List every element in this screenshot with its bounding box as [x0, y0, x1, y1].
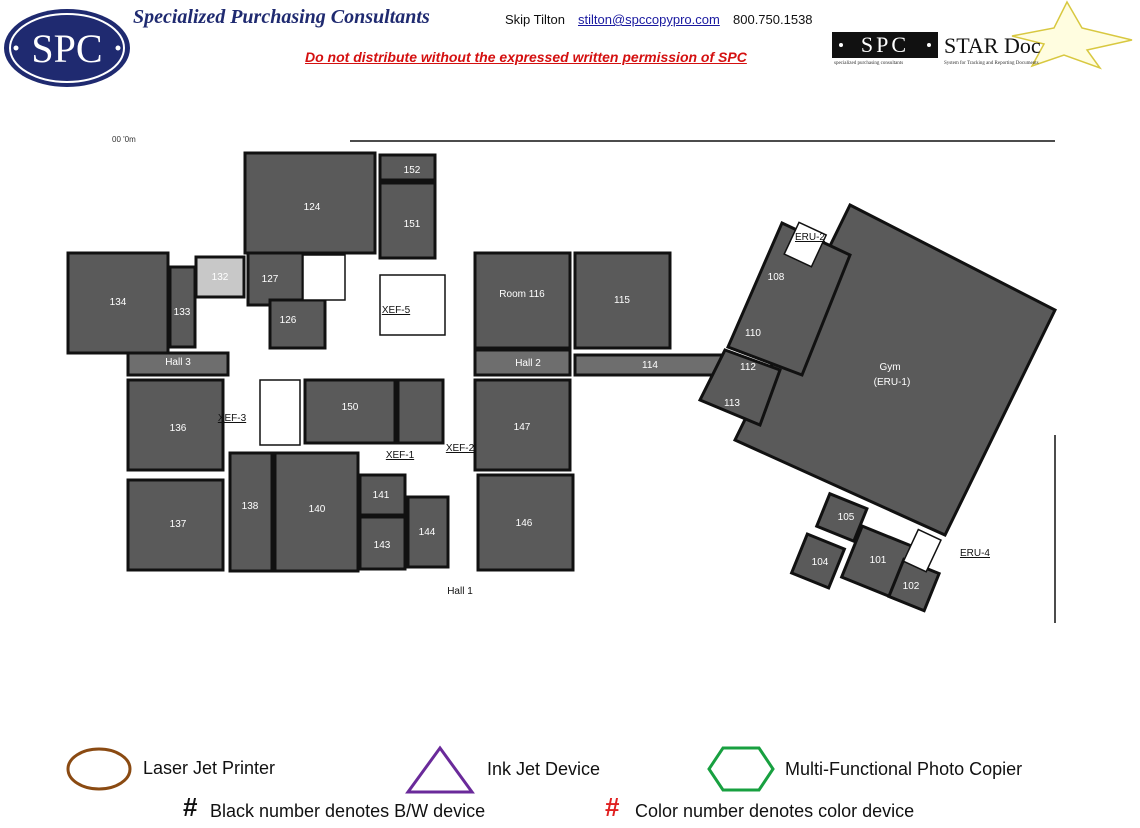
eru-2-label: ERU-2 — [795, 232, 825, 243]
room-151-label: 151 — [404, 219, 421, 230]
room-152-label: 152 — [404, 165, 421, 176]
xef-1-label: XEF-1 — [386, 450, 415, 461]
rooms-112-113-shape — [697, 348, 782, 427]
room-114-label: 114 — [642, 360, 658, 371]
xef-3-label: XEF-3 — [218, 413, 247, 424]
room-137-label: 137 — [170, 519, 187, 530]
laser-jet-legend-icon — [66, 747, 132, 791]
room-147-label: 147 — [514, 422, 531, 433]
star-doc-subtitle-right: System for Tracking and Reporting Docume… — [944, 61, 1039, 66]
room-137-shape — [126, 478, 225, 572]
floor-plan: 00 '0m — [66, 135, 1057, 623]
legend-bw-note: Black number denotes B/W device — [210, 801, 486, 821]
xef-2-label: XEF-2 — [446, 443, 475, 454]
distribution-warning: Do not distribute without the expressed … — [305, 49, 747, 65]
spc-logo: SPC — [4, 9, 130, 87]
room-110-label: 110 — [745, 328, 761, 339]
room-140-shape — [273, 451, 360, 573]
room-126-shape — [268, 298, 327, 350]
star-doc-subtitle-left: specialized purchasing consultants — [834, 61, 903, 66]
room-138-shape — [228, 451, 274, 573]
room-116-shape — [473, 251, 572, 350]
spc-logo-text: SPC — [31, 26, 102, 71]
hall-1-label: Hall 1 — [447, 586, 473, 597]
legend-color-note: Color number denotes color device — [635, 801, 915, 821]
room-labels: 124 152 151 134 133 132 127 126 XEF-5 Ro… — [110, 165, 991, 597]
room-138-label: 138 — [242, 501, 259, 512]
room-126-label: 126 — [280, 315, 297, 326]
room-150-label: 150 — [342, 402, 359, 413]
room-146-label: 146 — [516, 518, 533, 529]
room-105-shape — [814, 491, 869, 544]
eru-4-label: ERU-4 — [960, 548, 990, 559]
room-124-shape — [243, 151, 377, 255]
plan-border-lines — [350, 140, 1056, 623]
room-146-shape — [476, 473, 575, 572]
mfp-legend-icon — [707, 746, 775, 792]
room-143-label: 143 — [374, 540, 391, 551]
room-101-label: 101 — [870, 555, 887, 566]
rooms-108-110-shape — [725, 220, 852, 377]
ink-jet-legend-icon — [405, 745, 475, 794]
room-140-label: 140 — [309, 504, 326, 515]
room-127-label: 127 — [262, 274, 279, 285]
room-115-label: 115 — [614, 295, 630, 306]
room-150b-shape — [396, 378, 445, 445]
room-115-shape — [573, 251, 672, 350]
room-151-shape — [378, 181, 437, 260]
room-132-shape — [194, 255, 246, 299]
room-147-shape — [473, 378, 572, 472]
room-134-shape — [66, 251, 170, 355]
room-116-label: Room 116 — [499, 289, 545, 300]
room-105-label: 105 — [838, 512, 855, 523]
room-112-label: 112 — [740, 362, 756, 373]
room-133-label: 133 — [174, 307, 191, 318]
hall-2-label: Hall 2 — [515, 358, 541, 369]
black-hash-symbol: # — [183, 792, 198, 822]
room-104-label: 104 — [812, 557, 829, 568]
room-102-label: 102 — [903, 581, 920, 592]
white-areas — [259, 221, 942, 573]
room-134-label: 134 — [110, 297, 127, 308]
star-doc-title: STAR Doc — [944, 33, 1041, 58]
room-136-label: 136 — [170, 423, 187, 434]
legend-mfp-label: Multi-Functional Photo Copier — [785, 759, 1023, 779]
room-141-shape — [358, 473, 407, 517]
room-133-shape — [168, 265, 197, 349]
legend-laser-label: Laser Jet Printer — [143, 758, 276, 778]
room-136-shape — [126, 378, 225, 472]
room-108-label: 108 — [768, 272, 785, 283]
contact-phone: 800.750.1538 — [733, 12, 813, 27]
contact-email-link[interactable]: stilton@spccopypro.com — [578, 12, 720, 27]
room-150-shape — [303, 378, 397, 445]
color-hash-symbol: # — [605, 792, 620, 822]
room-144-label: 144 — [419, 527, 436, 538]
room-152-shape — [378, 153, 437, 182]
room-143-shape — [358, 515, 407, 571]
company-name: Specialized Purchasing Consultants — [133, 6, 430, 28]
rooms — [66, 151, 727, 573]
contact-name: Skip Tilton — [505, 12, 565, 27]
xef-5-label: XEF-5 — [382, 305, 411, 316]
hall-3-shape — [126, 351, 230, 377]
star-logo-spc: SPC — [861, 32, 909, 57]
room-132-label: 132 — [212, 272, 229, 283]
gym-label: Gym — [879, 362, 900, 373]
hall-3-label: Hall 3 — [165, 357, 191, 368]
east-wing — [697, 202, 1057, 613]
room-113-label: 113 — [724, 398, 740, 409]
room-141-label: 141 — [373, 490, 390, 501]
legend-inkjet-label: Ink Jet Device — [487, 759, 601, 779]
room-124-label: 124 — [304, 202, 321, 213]
star-doc-logo: SPC STAR Doc specialized purchasing cons… — [832, 0, 1133, 70]
room-144-shape — [406, 495, 450, 569]
gym-sublabel: (ERU-1) — [874, 377, 911, 388]
plan-top-fragment: 00 '0m — [112, 135, 136, 144]
hall-2-shape — [473, 348, 572, 377]
room-104-shape — [789, 532, 847, 590]
